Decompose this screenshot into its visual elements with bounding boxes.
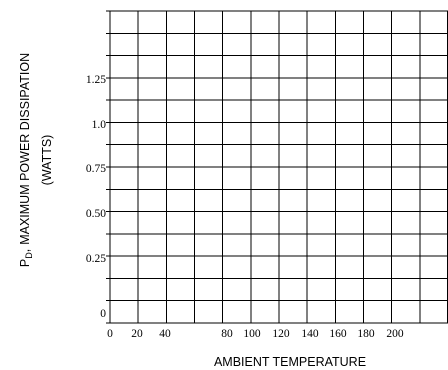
y-tick-label: 1.0 <box>92 119 107 131</box>
x-axis-label: AMBIENT TEMPERATURE <box>214 355 366 369</box>
x-tick-labels: 0 20 40 80 100 120 140 160 180 200 <box>107 328 404 340</box>
y-axis-subscript: D <box>24 252 34 259</box>
y-tick-label: 0.50 <box>86 208 106 220</box>
y-axis-label: PD, MAXIMUM POWER DISSIPATION <box>18 53 34 267</box>
x-tick-label: 20 <box>131 328 143 340</box>
y-tick-label: 1.25 <box>86 74 106 86</box>
y-axis-unit: (WATTS) <box>40 135 54 186</box>
y-axis-symbol: P <box>18 259 32 267</box>
x-tick-label: 0 <box>107 328 113 340</box>
x-tick-label: 100 <box>243 328 261 340</box>
x-tick-label: 40 <box>159 328 171 340</box>
x-tick-label: 120 <box>272 328 290 340</box>
y-tick-label: 0.75 <box>86 163 106 175</box>
x-tick-label: 80 <box>221 328 233 340</box>
x-tick-label: 180 <box>357 328 375 340</box>
y-tick-label: 0 <box>100 308 106 320</box>
y-tick-label: 0.25 <box>86 253 106 265</box>
chart-grid <box>106 10 448 324</box>
y-tick-labels: 0 0.25 0.50 0.75 1.0 1.25 <box>86 74 106 320</box>
x-tick-label: 200 <box>386 328 404 340</box>
x-tick-label: 140 <box>301 328 319 340</box>
y-axis-separator: , <box>18 249 32 252</box>
x-tick-label: 160 <box>329 328 347 340</box>
y-axis-title: MAXIMUM POWER DISSIPATION <box>18 53 32 245</box>
